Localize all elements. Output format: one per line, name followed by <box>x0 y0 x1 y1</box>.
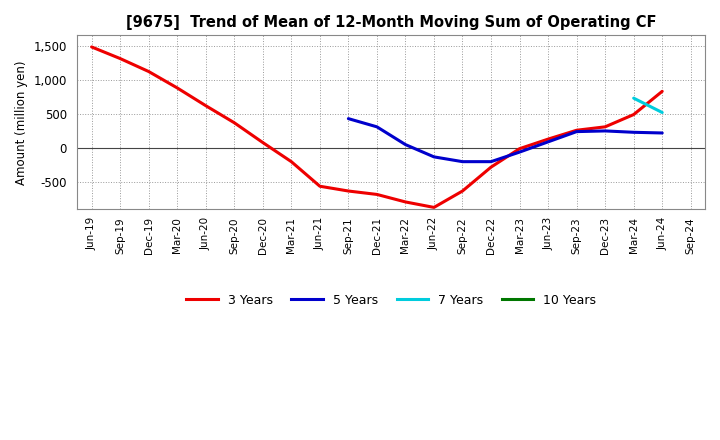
Title: [9675]  Trend of Mean of 12-Month Moving Sum of Operating CF: [9675] Trend of Mean of 12-Month Moving … <box>126 15 657 30</box>
Legend: 3 Years, 5 Years, 7 Years, 10 Years: 3 Years, 5 Years, 7 Years, 10 Years <box>181 289 601 312</box>
Y-axis label: Amount (million yen): Amount (million yen) <box>15 60 28 185</box>
